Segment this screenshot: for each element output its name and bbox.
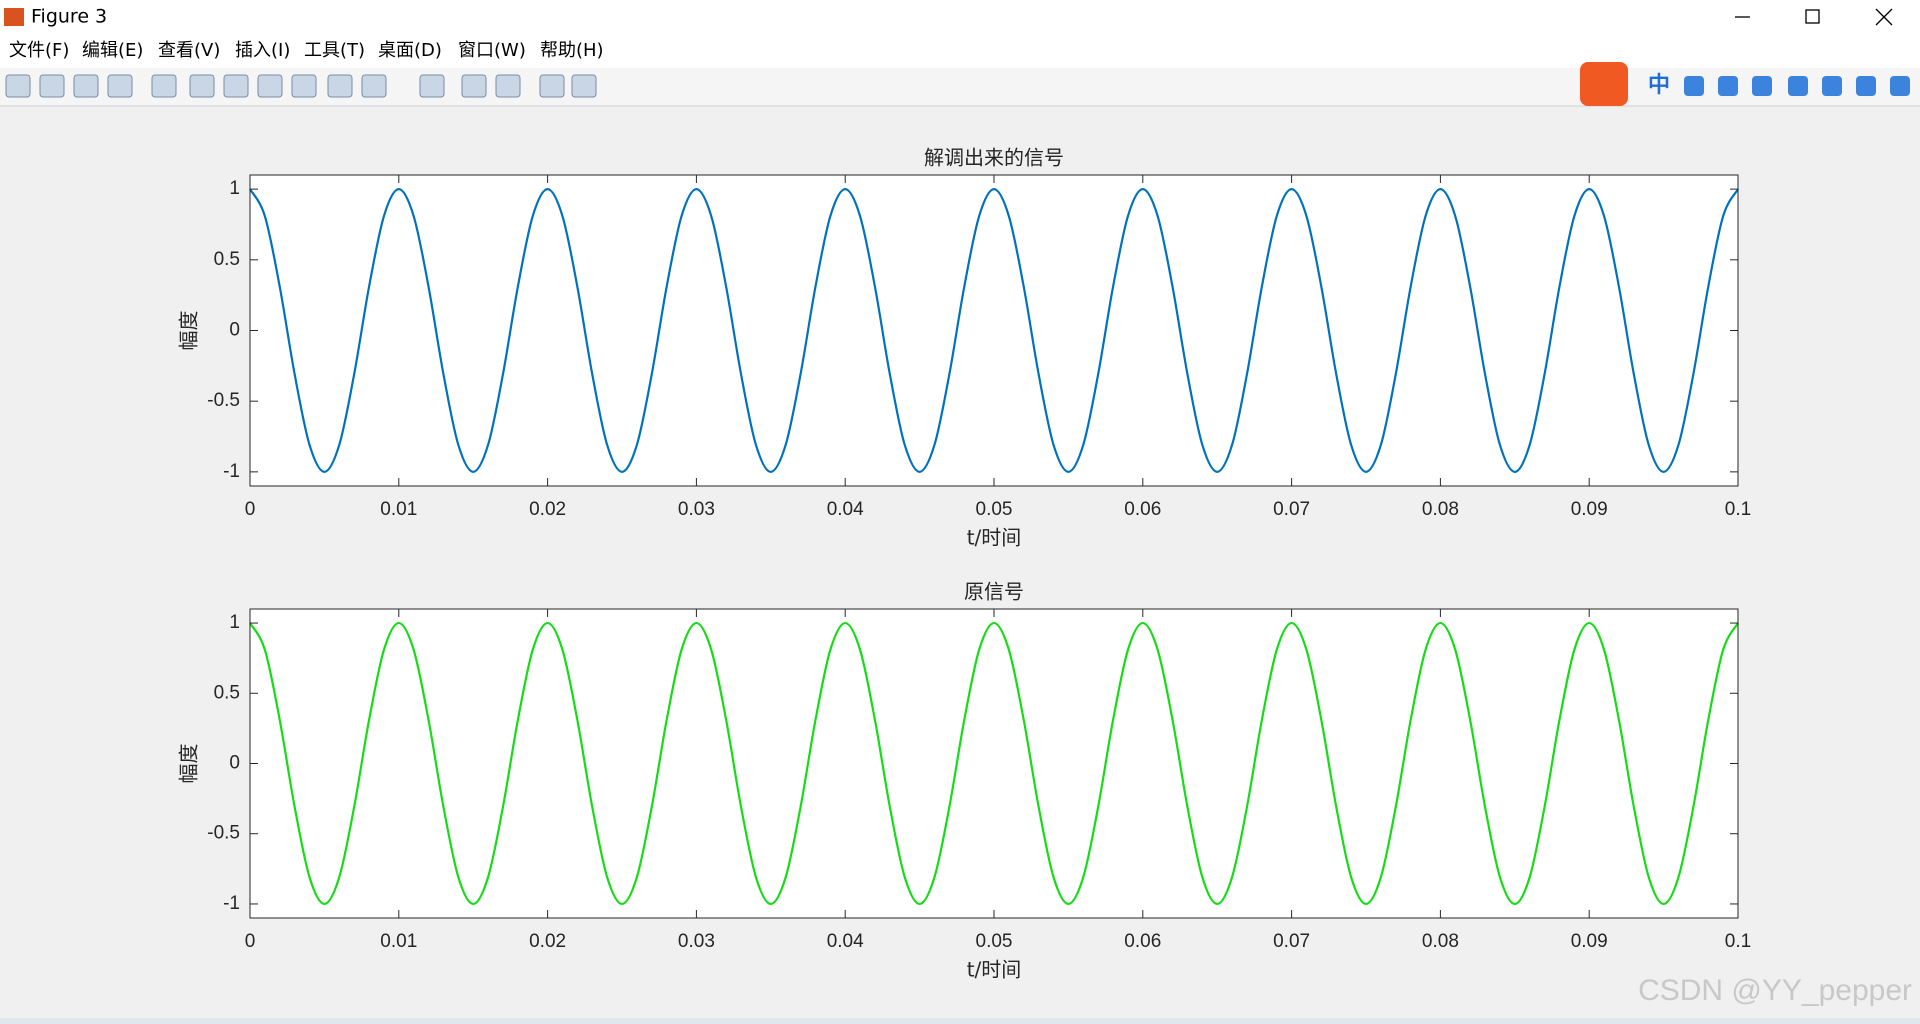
x-tick-label: 0.07 [1273, 931, 1310, 952]
tool-button[interactable] [5, 74, 31, 98]
tool-button[interactable] [361, 74, 387, 98]
x-tick-label: 0.08 [1422, 499, 1459, 520]
tool-button[interactable] [327, 74, 353, 98]
y-axis-label: 幅度 [177, 311, 201, 351]
x-tick-label: 0.08 [1422, 931, 1459, 952]
tool-button[interactable] [291, 74, 317, 98]
x-tick-label: 0.1 [1725, 931, 1751, 952]
ime-logo[interactable] [1580, 62, 1628, 106]
menu-item[interactable]: 查看(V) [158, 40, 220, 61]
tool-button[interactable] [107, 74, 133, 98]
menu: 文件(F) 编辑(E) 查看(V) 插入(I) 工具(T) 桌面(D) 窗口(W) 帮助(H) [9, 40, 604, 61]
tool-button[interactable] [39, 74, 65, 98]
ime-button[interactable] [1752, 76, 1772, 96]
y-tick-label: 0.5 [214, 682, 240, 703]
title-bar [0, 0, 1920, 34]
x-tick-label: 0 [245, 499, 256, 520]
menu-item[interactable]: 桌面(D) [378, 40, 442, 61]
menu-item[interactable]: 窗口(W) [458, 40, 526, 61]
ime-button[interactable] [1684, 76, 1704, 96]
ime-button[interactable] [1788, 76, 1808, 96]
x-tick-label: 0.01 [380, 931, 417, 952]
toolbar [0, 68, 1920, 106]
ime-button[interactable] [1890, 76, 1910, 96]
close-button[interactable] [1875, 8, 1893, 26]
ime-buttons [1684, 76, 1910, 96]
tool-button[interactable] [495, 74, 521, 98]
tool-button[interactable] [419, 74, 445, 98]
ime-button[interactable] [1822, 76, 1842, 96]
watermark: CSDN @YY_pepper [1638, 974, 1912, 1007]
x-axis-label: t/时间 [967, 526, 1022, 550]
x-tick-label: 0.04 [827, 499, 864, 520]
axes-background [250, 609, 1738, 918]
y-tick-label: 0.5 [214, 249, 240, 270]
tool-button[interactable] [539, 74, 565, 98]
x-tick-label: 0.03 [678, 499, 715, 520]
x-tick-label: 0.1 [1725, 499, 1751, 520]
x-tick-label: 0.06 [1124, 931, 1161, 952]
tool-button[interactable] [461, 74, 487, 98]
menu-item[interactable]: 文件(F) [9, 40, 69, 61]
chart-title: 解调出来的信号 [924, 146, 1064, 170]
y-axis-label: 幅度 [177, 744, 201, 784]
x-tick-label: 0.01 [380, 499, 417, 520]
menu-item[interactable]: 工具(T) [304, 40, 365, 61]
x-tick-label: 0.06 [1124, 499, 1161, 520]
x-axis-label: t/时间 [967, 958, 1022, 982]
x-tick-label: 0.04 [827, 931, 864, 952]
x-tick-label: 0.05 [976, 499, 1013, 520]
x-tick-label: 0.09 [1571, 499, 1608, 520]
window-title: Figure 3 [31, 6, 107, 28]
x-tick-label: 0.05 [976, 931, 1013, 952]
y-tick-label: -0.5 [207, 823, 240, 844]
x-tick-label: 0.09 [1571, 931, 1608, 952]
chart-title: 原信号 [964, 580, 1024, 604]
tool-button[interactable] [189, 74, 215, 98]
data-line [249, 188, 1739, 473]
x-tick-label: 0 [245, 931, 256, 952]
tool-button[interactable] [73, 74, 99, 98]
menu-item[interactable]: 帮助(H) [540, 40, 604, 61]
charts: 0 0.01 0.02 0.03 0.04 0.05 0.06 0.07 0.08 0.09 0.1… [177, 146, 1752, 982]
ime-button[interactable] [1718, 76, 1738, 96]
toolbar-buttons [5, 74, 597, 98]
y-tick-label: 1 [229, 612, 240, 633]
y-tick-label: -1 [223, 461, 240, 482]
y-tick-label: -0.5 [207, 390, 240, 411]
x-tick-label: 0.02 [529, 931, 566, 952]
ime-mode[interactable]: 中 [1648, 73, 1670, 98]
tool-button[interactable] [571, 74, 597, 98]
axes-background [250, 175, 1738, 486]
x-tick-label: 0.07 [1273, 499, 1310, 520]
tool-button[interactable] [223, 74, 249, 98]
menu-item[interactable]: 插入(I) [235, 40, 290, 61]
menu-item[interactable]: 编辑(E) [82, 40, 143, 61]
tool-button[interactable] [257, 74, 283, 98]
y-tick-label: 0 [229, 320, 240, 341]
data-line [249, 621, 1739, 906]
app-icon [4, 8, 24, 26]
taskbar-edge [0, 1018, 1920, 1024]
y-tick-label: 0 [229, 753, 240, 774]
tool-button[interactable] [151, 74, 177, 98]
ime-button[interactable] [1856, 76, 1876, 96]
restore-button[interactable] [1805, 9, 1820, 24]
x-tick-label: 0.03 [678, 931, 715, 952]
y-tick-label: -1 [223, 893, 240, 914]
y-tick-label: 1 [229, 178, 240, 199]
x-tick-label: 0.02 [529, 499, 566, 520]
